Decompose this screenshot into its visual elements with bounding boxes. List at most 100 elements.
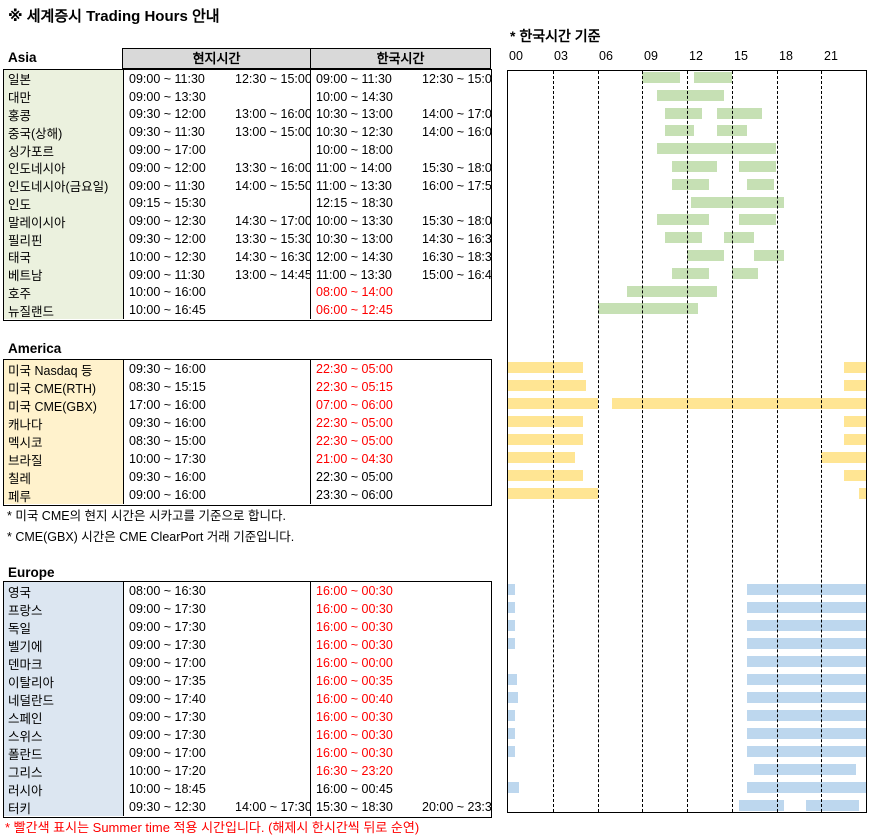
- trading-hours-bar: [724, 232, 755, 244]
- trading-hours-bar: [843, 380, 866, 391]
- market-name: 벨기에: [8, 639, 43, 654]
- trading-hours-bar: [843, 416, 866, 427]
- trading-hours-bar: [508, 728, 516, 739]
- korea-time-range: 12:15 ~ 18:30: [316, 196, 393, 211]
- trading-hours-bar: [716, 107, 762, 119]
- trading-hours-bar: [746, 620, 866, 631]
- local-time-range: 09:00 ~ 11:30: [129, 178, 205, 193]
- local-time-cell: 09:00 ~ 11:30 13:00 ~ 14:45: [124, 265, 311, 284]
- trading-hours-bar: [642, 71, 680, 83]
- axis-tick-label: 18: [779, 49, 793, 63]
- table-row: 말레이시아 09:00 ~ 12:30 14:30 ~ 17:00 10:00 ~ 1…: [4, 212, 491, 231]
- korea-time-range: 11:00 ~ 14:00: [316, 160, 392, 175]
- trading-hours-bar: [716, 125, 747, 137]
- trading-hours-bar: [731, 267, 758, 279]
- trading-hours-bar: [746, 728, 866, 739]
- local-time-range: 09:00 ~ 17:30: [129, 728, 206, 742]
- local-time-range: 13:30 ~ 15:30: [235, 232, 311, 247]
- korea-time-cell: 23:30 ~ 06:00: [311, 486, 491, 504]
- market-name-cell: 러시아: [4, 780, 124, 798]
- trading-hours-bar: [672, 178, 710, 190]
- korea-time-cell: 10:00 ~ 13:30 15:30 ~ 18:00: [311, 212, 491, 230]
- korea-time-cell: 07:00 ~ 06:00: [311, 396, 491, 414]
- market-name: 홍콩: [8, 109, 32, 123]
- table-row: 페루 09:00 ~ 16:00 23:30 ~ 06:00: [4, 486, 491, 504]
- local-time-range: 09:00 ~ 17:00: [129, 143, 206, 158]
- korea-time-range: 15:30 ~ 18:00: [422, 214, 491, 229]
- local-time-cell: 09:30 ~ 12:30 14:00 ~ 17:30: [124, 798, 311, 816]
- column-header-local-time: 현지시간: [122, 48, 311, 69]
- korea-time-range: 14:30 ~ 16:30: [422, 232, 491, 247]
- korea-time-cell: 10:00 ~ 14:30: [311, 88, 491, 106]
- market-name: 독일: [8, 621, 32, 636]
- korea-time-cell: 16:00 ~ 00:30: [311, 582, 491, 600]
- local-time-range: 13:00 ~ 14:45: [235, 267, 311, 282]
- trading-hours-bar: [597, 303, 699, 315]
- trading-hours-bar: [508, 602, 516, 613]
- market-name-cell: 멕시코: [4, 432, 124, 450]
- korea-time-range: 08:00 ~ 14:00: [316, 285, 393, 300]
- local-time-cell: 09:30 ~ 16:00: [124, 414, 311, 432]
- local-time-range: 09:00 ~ 12:30: [129, 214, 206, 229]
- market-name-cell: 말레이시아: [4, 212, 124, 231]
- table-row: 중국(상해) 09:30 ~ 11:30 13:00 ~ 15:00 10:30 ~ …: [4, 123, 491, 142]
- market-name-cell: 태국: [4, 247, 124, 266]
- korea-time-cell: 21:00 ~ 04:30: [311, 450, 491, 468]
- korea-time-range: 14:00 ~ 17:00: [422, 107, 491, 122]
- local-time-range: 09:00 ~ 16:00: [129, 488, 206, 502]
- trading-hours-bar: [508, 362, 583, 373]
- market-name: 칠레: [8, 471, 32, 486]
- market-name-cell: 중국(상해): [4, 123, 124, 142]
- korea-time-cell: 11:00 ~ 14:00 15:30 ~ 18:00: [311, 159, 491, 177]
- axis-tick-label: 00: [509, 49, 523, 63]
- korea-time-cell: 10:00 ~ 18:00: [311, 141, 491, 159]
- market-name-cell: 베트남: [4, 265, 124, 284]
- korea-time-range: 16:00 ~ 00:45: [316, 782, 393, 796]
- trading-hours-bar: [508, 710, 516, 721]
- table-row: 스페인 09:00 ~ 17:30 16:00 ~ 00:30: [4, 708, 491, 726]
- table-row: 독일 09:00 ~ 17:30 16:00 ~ 00:30: [4, 618, 491, 636]
- local-time-range: 09:30 ~ 12:00: [129, 232, 206, 247]
- korea-time-cell: 22:30 ~ 05:00: [311, 360, 491, 378]
- local-time-range: 14:30 ~ 16:30: [235, 249, 311, 264]
- korea-time-cell: 11:00 ~ 13:30 16:00 ~ 17:50: [311, 177, 491, 195]
- trading-hours-bar: [843, 434, 866, 445]
- market-name-cell: 스위스: [4, 726, 124, 744]
- local-time-range: 09:00 ~ 17:35: [129, 674, 206, 688]
- market-name-cell: 브라질: [4, 450, 124, 468]
- table-row: 영국 08:00 ~ 16:30 16:00 ~ 00:30: [4, 582, 491, 600]
- local-time-range: 09:00 ~ 13:30: [129, 89, 206, 104]
- table-row: 미국 CME(GBX) 17:00 ~ 16:00 07:00 ~ 06:00: [4, 396, 491, 414]
- trading-hours-bar: [843, 470, 866, 481]
- local-time-cell: 09:00 ~ 11:30 12:30 ~ 15:00: [124, 70, 311, 88]
- table-row: 호주 10:00 ~ 16:00 08:00 ~ 14:00: [4, 283, 491, 302]
- local-time-cell: 09:00 ~ 17:30: [124, 636, 311, 654]
- korea-time-cell: 15:30 ~ 18:30 20:00 ~ 23:30: [311, 798, 491, 816]
- local-time-range: 13:30 ~ 16:00: [235, 160, 311, 175]
- asia-table: 일본 09:00 ~ 11:30 12:30 ~ 15:00 09:00 ~ 11:3…: [3, 69, 492, 322]
- local-time-range: 09:00 ~ 17:30: [129, 710, 206, 724]
- market-name: 네덜란드: [8, 693, 55, 708]
- market-name: 싱가포르: [8, 144, 55, 159]
- table-row: 스위스 09:00 ~ 17:30 16:00 ~ 00:30: [4, 726, 491, 744]
- market-name-cell: 폴란드: [4, 744, 124, 762]
- axis-tick-label: 06: [599, 49, 613, 63]
- korea-time-cell: 09:00 ~ 11:30 12:30 ~ 15:00: [311, 70, 491, 88]
- local-time-cell: 09:15 ~ 15:30: [124, 194, 311, 213]
- trading-hours-bar: [821, 452, 866, 463]
- table-row: 멕시코 08:30 ~ 15:00 22:30 ~ 05:00: [4, 432, 491, 450]
- gridline-03: [552, 71, 554, 812]
- market-name: 태국: [8, 251, 32, 266]
- table-row: 터키 09:30 ~ 12:30 14:00 ~ 17:30 15:30 ~ 18:3…: [4, 798, 491, 816]
- local-time-range: 12:30 ~ 15:00: [235, 71, 311, 86]
- local-time-cell: 09:30 ~ 12:00 13:30 ~ 15:30: [124, 230, 311, 248]
- local-time-range: 10:00 ~ 16:45: [129, 303, 206, 318]
- local-time-cell: 17:00 ~ 16:00: [124, 396, 311, 414]
- local-time-range: 08:00 ~ 16:30: [129, 584, 206, 598]
- market-name: 중국(상해): [8, 126, 63, 141]
- market-name-cell: 네덜란드: [4, 690, 124, 708]
- trading-hours-bar: [843, 362, 866, 373]
- market-name-cell: 페루: [4, 486, 124, 504]
- korea-time-range: 15:30 ~ 18:00: [422, 160, 491, 175]
- local-time-range: 09:00 ~ 17:00: [129, 656, 206, 670]
